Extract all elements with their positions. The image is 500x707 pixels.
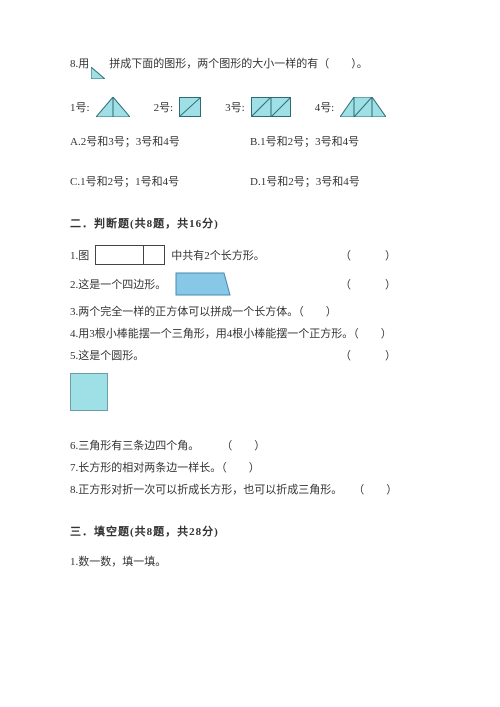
section-3-title: 三．填空题(共8题，共28分) <box>70 523 430 539</box>
tf-q2-blank: （ ） <box>340 276 430 292</box>
tf-q1-mid: 中共有2个长方形。 <box>171 247 265 263</box>
shape-3: 3号: <box>225 97 291 117</box>
shape-2-label: 2号: <box>154 99 174 115</box>
tf-q2-text: 2.这是一个四边形。 <box>70 276 166 292</box>
shape-1-label: 1号: <box>70 99 90 115</box>
fill-q1-text: 1.数一数，填一填。 <box>70 553 166 569</box>
tf-q6: 6.三角形有三条边四个角。 （ ） <box>70 437 430 453</box>
shape-2: 2号: <box>154 97 202 117</box>
blue-square-icon <box>70 373 108 411</box>
tf-q5-text: 5.这是个圆形。 <box>70 347 144 363</box>
shape-4-label: 4号: <box>315 99 335 115</box>
tf-q8: 8.正方形对折一次可以折成长方形，也可以折成三角形。 （ ） <box>70 481 430 497</box>
choices-row-2: C.1号和2号；1号和4号 D.1号和2号；3号和4号 <box>70 173 430 189</box>
tf-q1-rect-icon <box>95 245 165 265</box>
tf-q4-text: 4.用3根小棒能摆一个三角形，用4根小棒能摆一个正方形。（ ） <box>70 325 392 341</box>
q8-suffix: 拼成下面的图形，两个图形的大小一样的有（ ）。 <box>109 55 368 71</box>
tf-q6-text: 6.三角形有三条边四个角。 （ ） <box>70 437 265 453</box>
shape-1-icon <box>96 97 130 117</box>
tf-q5-blank: （ ） <box>340 347 430 363</box>
tf-q8-text: 8.正方形对折一次可以折成长方形，也可以折成三角形。 （ ） <box>70 481 397 497</box>
choice-d: D.1号和2号；3号和4号 <box>250 173 430 189</box>
tf-q3-text: 3.两个完全一样的正方体可以拼成一个长方体。（ ） <box>70 303 337 319</box>
shape-2-icon <box>179 97 201 117</box>
q8-prefix: 8.用 <box>70 55 89 71</box>
tf-q5: 5.这是个圆形。 （ ） <box>70 347 430 363</box>
choice-b: B.1号和2号；3号和4号 <box>250 133 430 149</box>
tf-q7: 7.长方形的相对两条边一样长。（ ） <box>70 459 430 475</box>
shape-3-label: 3号: <box>225 99 245 115</box>
tf-q3: 3.两个完全一样的正方体可以拼成一个长方体。（ ） <box>70 303 430 319</box>
choices-row-1: A.2号和3号；3号和4号 B.1号和2号；3号和4号 <box>70 133 430 149</box>
shape-4-icon <box>340 97 386 117</box>
tf-q1: 1.图 中共有2个长方形。 （ ） <box>70 245 430 265</box>
shape-4: 4号: <box>315 97 387 117</box>
shapes-row: 1号: 2号: 3号: 4号: <box>70 97 430 117</box>
trapezoid-icon <box>174 271 232 297</box>
section-2-title: 二．判断题(共8题，共16分) <box>70 215 430 231</box>
shape-1: 1号: <box>70 97 130 117</box>
choice-c: C.1号和2号；1号和4号 <box>70 173 250 189</box>
tf-q2: 2.这是一个四边形。 （ ） <box>70 271 430 297</box>
tf-q7-text: 7.长方形的相对两条边一样长。（ ） <box>70 459 260 475</box>
q8-text-row: 8.用 拼成下面的图形，两个图形的大小一样的有（ ）。 <box>70 55 430 79</box>
tf-q1-pre: 1.图 <box>70 247 89 263</box>
choice-a: A.2号和3号；3号和4号 <box>70 133 250 149</box>
fill-q1: 1.数一数，填一填。 <box>70 553 430 569</box>
shape-3-icon <box>251 97 291 117</box>
small-triangle-icon <box>91 67 105 79</box>
page: 8.用 拼成下面的图形，两个图形的大小一样的有（ ）。 1号: 2号: 3号: <box>0 0 500 595</box>
tf-q1-blank: （ ） <box>340 247 430 263</box>
tf-q4: 4.用3根小棒能摆一个三角形，用4根小棒能摆一个正方形。（ ） <box>70 325 430 341</box>
spacer <box>70 417 430 431</box>
